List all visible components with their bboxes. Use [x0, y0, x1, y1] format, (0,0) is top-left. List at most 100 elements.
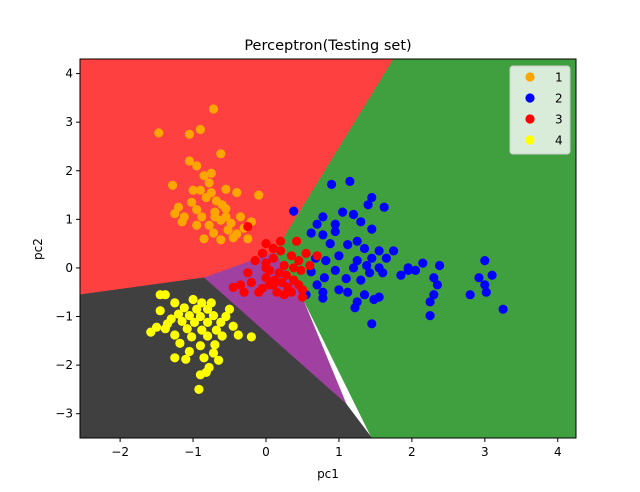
- point-class-4: [224, 304, 235, 314]
- point-class-2: [318, 230, 328, 240]
- point-class-2: [343, 240, 353, 250]
- point-class-3: [292, 236, 302, 246]
- point-class-1: [195, 124, 205, 135]
- x-tick-label: −1: [184, 445, 202, 459]
- point-class-3: [305, 260, 315, 271]
- point-class-1: [243, 234, 253, 244]
- point-class-3: [286, 251, 297, 261]
- decision-region-4: [80, 277, 373, 438]
- point-class-3: [279, 260, 289, 271]
- point-class-2: [410, 265, 421, 275]
- point-class-2: [425, 311, 435, 321]
- x-tick-label: 2: [408, 445, 416, 459]
- legend-label-1: 1: [555, 71, 563, 85]
- point-class-2: [330, 265, 340, 275]
- point-class-3: [243, 222, 253, 232]
- point-class-2: [381, 253, 391, 263]
- point-class-2: [327, 179, 337, 189]
- point-class-4: [197, 298, 207, 308]
- point-class-1: [221, 184, 231, 194]
- point-class-1: [210, 212, 220, 222]
- point-class-2: [365, 268, 375, 278]
- point-class-4: [182, 324, 192, 334]
- point-class-4: [199, 353, 209, 363]
- point-class-3: [250, 256, 260, 266]
- decision-regions: [80, 59, 576, 438]
- x-axis-label: pc1: [317, 467, 339, 481]
- point-class-2: [481, 287, 491, 297]
- point-class-1: [221, 212, 231, 222]
- data-points: [146, 104, 508, 394]
- point-class-2: [374, 246, 384, 256]
- point-class-2: [312, 219, 322, 229]
- point-class-4: [217, 331, 227, 341]
- point-class-3: [254, 287, 264, 297]
- point-class-2: [306, 228, 316, 238]
- point-class-2: [429, 273, 439, 283]
- legend-marker-3: [525, 114, 535, 124]
- point-class-3: [296, 265, 306, 275]
- point-class-4: [155, 306, 165, 316]
- point-class-2: [367, 224, 377, 234]
- point-class-2: [352, 236, 362, 246]
- point-class-3: [246, 277, 256, 288]
- point-class-4: [211, 325, 221, 335]
- x-tick-label: 3: [481, 445, 489, 459]
- point-class-2: [330, 219, 340, 229]
- point-class-1: [208, 104, 219, 114]
- point-class-1: [192, 220, 202, 230]
- point-class-3: [243, 268, 253, 278]
- legend-label-2: 2: [555, 92, 563, 106]
- point-class-2: [403, 265, 413, 275]
- point-class-1: [188, 185, 198, 195]
- point-class-1: [195, 185, 205, 195]
- point-class-2: [465, 290, 475, 300]
- point-class-2: [321, 256, 331, 266]
- point-class-2: [363, 200, 373, 210]
- y-axis-label: pc2: [31, 238, 45, 260]
- legend-box: [509, 65, 571, 155]
- point-class-4: [170, 298, 180, 308]
- point-class-1: [187, 197, 197, 207]
- y-tick-label: 4: [65, 67, 73, 81]
- point-class-2: [352, 256, 362, 266]
- point-class-3: [286, 287, 297, 297]
- legend-label-3: 3: [555, 113, 563, 127]
- point-class-2: [418, 258, 428, 268]
- point-class-1: [197, 212, 207, 222]
- y-tick-label: −1: [55, 310, 73, 324]
- point-class-1: [216, 235, 226, 245]
- point-class-1: [235, 212, 246, 222]
- point-class-2: [338, 207, 348, 217]
- x-tick-label: 1: [335, 445, 343, 459]
- point-class-2: [356, 275, 366, 285]
- point-class-1: [170, 208, 180, 219]
- point-class-1: [177, 217, 187, 227]
- point-class-2: [356, 217, 366, 227]
- point-class-4: [216, 317, 226, 327]
- point-class-4: [194, 384, 204, 394]
- point-class-1: [232, 229, 242, 239]
- point-class-4: [160, 290, 170, 300]
- y-tick-label: −3: [55, 407, 73, 421]
- point-class-2: [318, 212, 328, 222]
- point-class-2: [432, 280, 442, 290]
- point-class-4: [195, 370, 205, 380]
- point-class-4: [173, 309, 184, 319]
- point-class-4: [179, 303, 189, 313]
- point-class-3: [261, 263, 271, 273]
- point-class-1: [184, 129, 194, 139]
- point-class-2: [396, 270, 406, 280]
- y-tick-label: 2: [65, 164, 73, 178]
- point-class-2: [312, 280, 322, 290]
- point-class-4: [233, 330, 243, 340]
- point-class-2: [330, 226, 340, 237]
- point-class-2: [348, 263, 359, 273]
- point-class-1: [223, 225, 233, 235]
- legend-marker-4: [525, 135, 535, 145]
- point-class-4: [228, 321, 238, 331]
- point-class-4: [197, 325, 207, 335]
- point-class-3: [274, 268, 284, 278]
- point-class-1: [192, 161, 202, 171]
- point-class-2: [289, 206, 299, 216]
